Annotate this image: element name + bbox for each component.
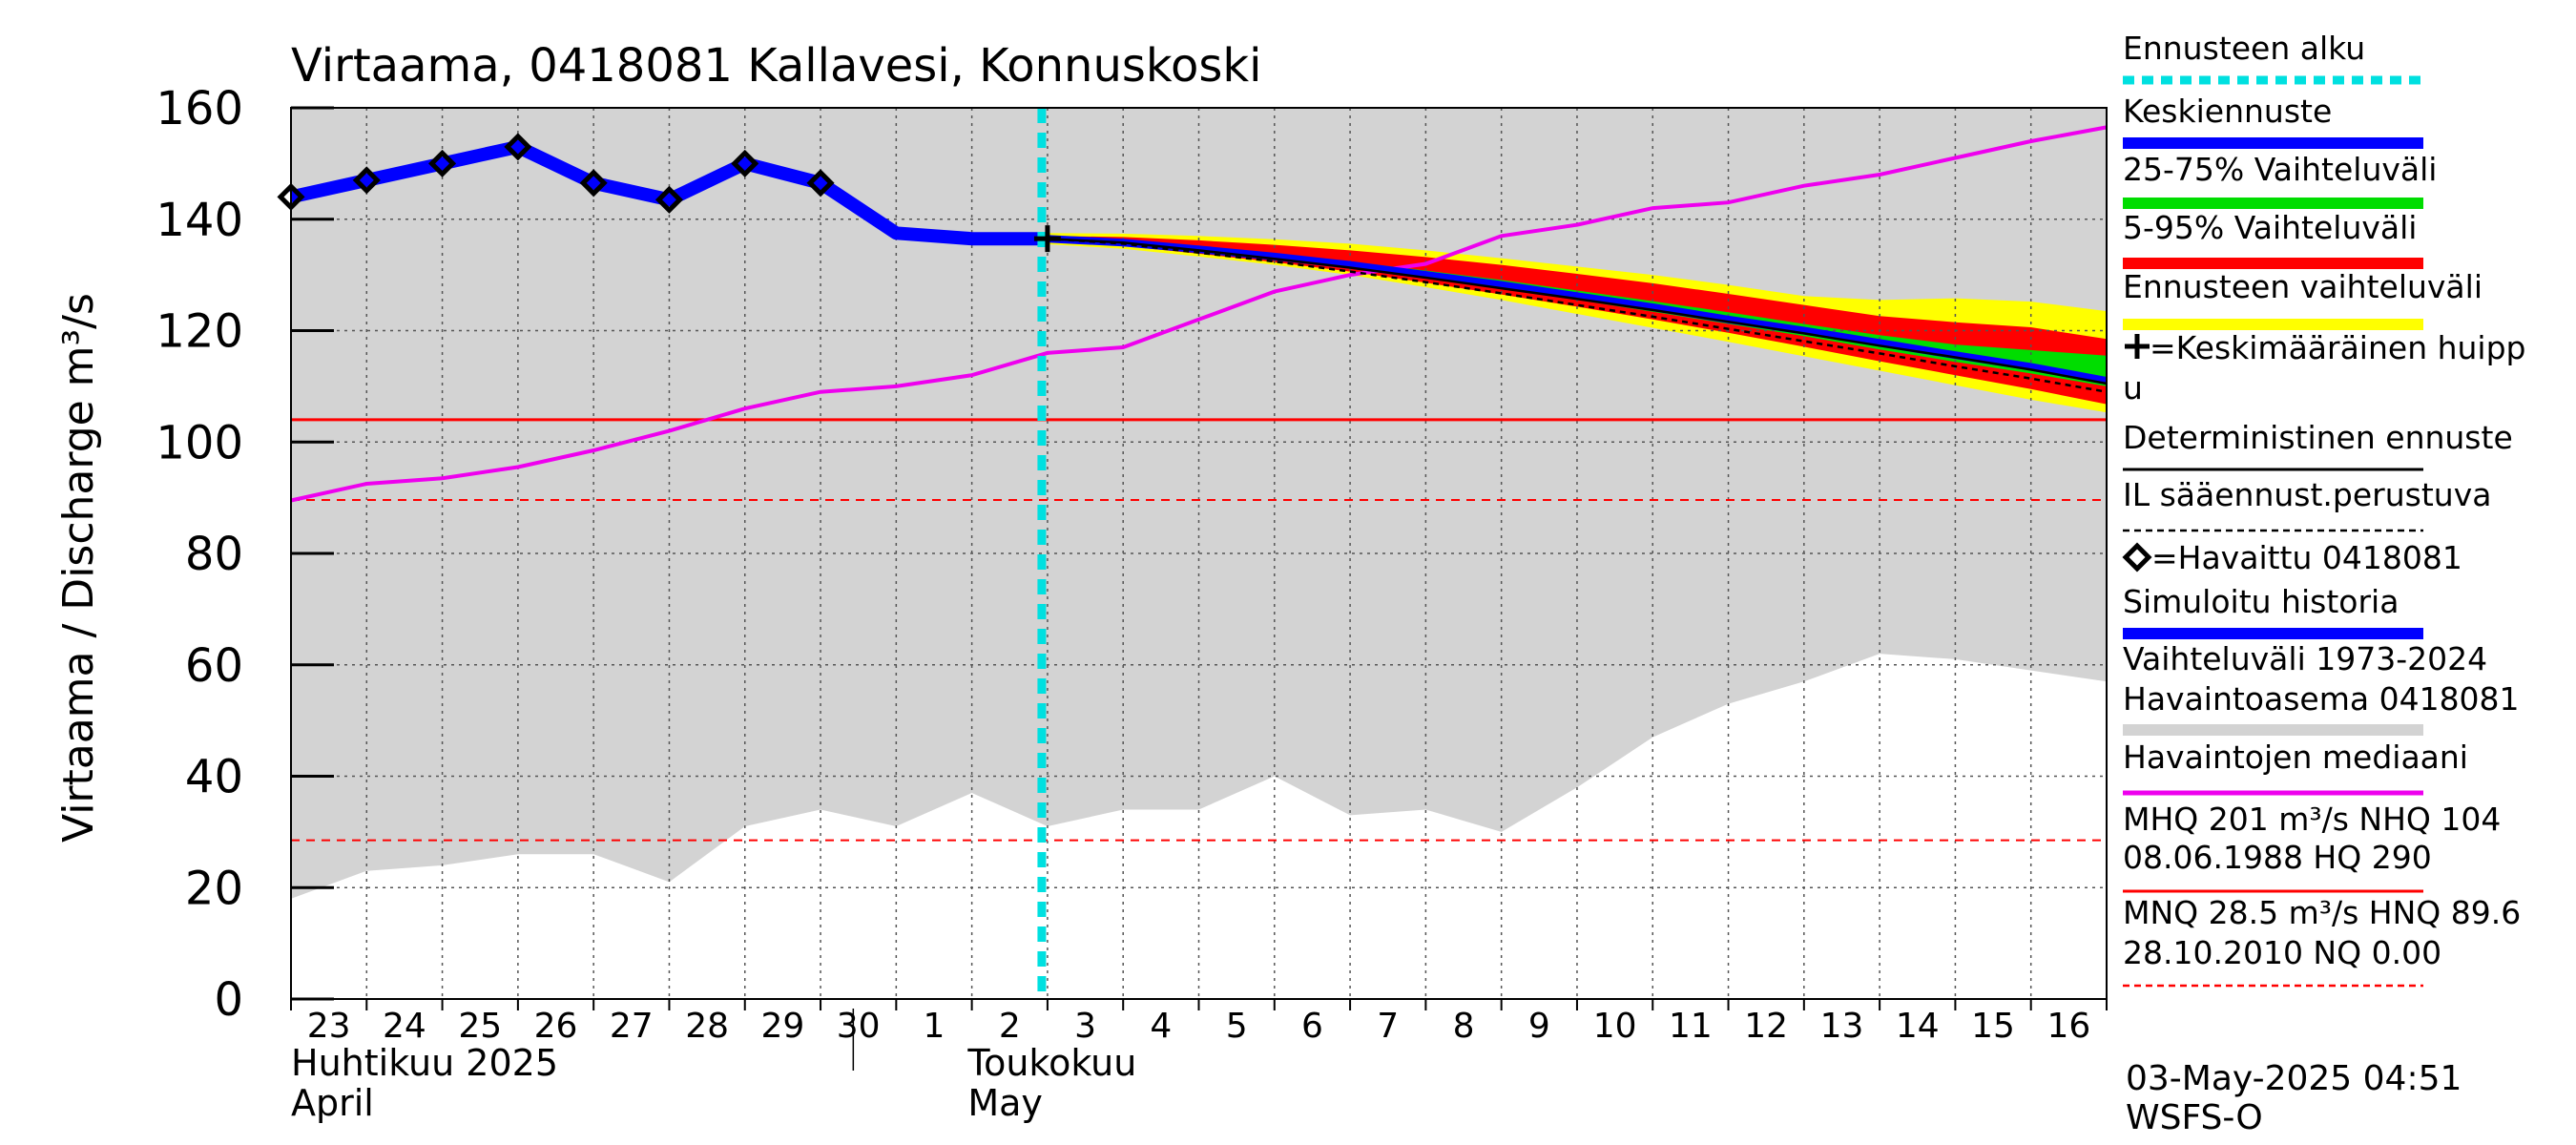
legend-label: Ennusteen alku (2123, 30, 2365, 67)
legend-label: Havaintojen mediaani (2123, 739, 2468, 776)
x-tick-label: 30 (837, 1007, 881, 1046)
observation-markers (277, 133, 1061, 253)
legend-label: Vaihteluväli 1973-2024 (2123, 640, 2487, 677)
legend-label: MHQ 201 m³/s NHQ 104 (2123, 801, 2501, 838)
x-tick-label: 28 (685, 1007, 729, 1046)
legend-label: MNQ 28.5 m³/s HNQ 89.6 (2123, 894, 2521, 931)
month-label: Toukokuu (966, 1042, 1136, 1084)
x-tick-label: 15 (1971, 1007, 2015, 1046)
y-tick-label: 20 (185, 862, 243, 915)
x-tick-label: 12 (1744, 1007, 1788, 1046)
legend-label-line2: Havaintoasema 0418081 (2123, 680, 2520, 718)
x-tick-label: 4 (1150, 1007, 1172, 1046)
observed-marker (654, 185, 683, 214)
observed-marker (731, 149, 759, 177)
x-tick-label: 8 (1453, 1007, 1475, 1046)
legend-label: =Keskimääräinen huipp (2150, 329, 2526, 366)
y-tick-label: 140 (156, 194, 243, 247)
x-tick-label: 25 (458, 1007, 502, 1046)
legend-label: Ennusteen vaihteluväli (2123, 268, 2483, 305)
x-tick-label: 11 (1669, 1007, 1713, 1046)
x-tick-label: 1 (924, 1007, 945, 1046)
x-tick-label: 26 (534, 1007, 578, 1046)
legend-label-line2: 28.10.2010 NQ 0.00 (2123, 934, 2441, 971)
y-tick-label: 100 (156, 416, 243, 469)
legend-plus-symbol (2125, 334, 2150, 359)
observed-marker (504, 133, 532, 161)
x-tick-label: 6 (1301, 1007, 1323, 1046)
x-tick-label: 29 (760, 1007, 804, 1046)
x-tick-label: 3 (1074, 1007, 1096, 1046)
x-tick-label: 2 (999, 1007, 1021, 1046)
legend-label: Keskiennuste (2123, 93, 2332, 130)
x-tick-label: 9 (1528, 1007, 1550, 1046)
month-label: Huhtikuu 2025 (291, 1042, 558, 1084)
grid-lines (290, 107, 2108, 1000)
legend-label: 5-95% Vaihteluväli (2123, 209, 2417, 246)
timestamp-footer: 03-May-2025 04:51 WSFS-O (2126, 1059, 2462, 1137)
y-axis-label: Virtaama / Discharge m³/s (54, 293, 103, 843)
observed-marker (352, 166, 381, 195)
x-tick-label: 13 (1820, 1007, 1864, 1046)
x-tick-label: 16 (2046, 1007, 2090, 1046)
x-tick-label: 27 (610, 1007, 654, 1046)
legend-label: IL sääennust.perustuva (2123, 476, 2491, 513)
legend: Ennusteen alku Keskiennuste 25-75% Vaihtel… (2122, 30, 2526, 988)
deterministic-line (1047, 237, 2108, 385)
chart-title: Virtaama, 0418081 Kallavesi, Konnuskoski (291, 39, 1261, 93)
observed-marker (428, 149, 457, 177)
median-line (290, 125, 2108, 503)
simulated-history-line (289, 139, 1048, 246)
y-tick-label: 80 (185, 528, 243, 581)
x-tick-label: 24 (383, 1007, 426, 1046)
observed-marker (806, 169, 835, 198)
legend-label: Deterministinen ennuste (2123, 419, 2513, 456)
x-tick-label: 23 (307, 1007, 351, 1046)
legend-label-line2: u (2123, 369, 2143, 406)
x-tick-label: 10 (1593, 1007, 1637, 1046)
y-tick-label: 160 (156, 82, 243, 135)
month-label-en: May (967, 1082, 1043, 1124)
x-tick-label: 14 (1896, 1007, 1940, 1046)
mean-peak-marker (1033, 225, 1061, 253)
observed-marker (579, 169, 608, 198)
legend-label: =Havaittu 0418081 (2151, 539, 2462, 576)
month-label-en: April (291, 1082, 374, 1124)
y-tick-label: 0 (214, 973, 243, 1027)
y-tick-label: 60 (185, 639, 243, 693)
legend-diamond-symbol (2122, 542, 2152, 572)
x-tick-label: 7 (1377, 1007, 1399, 1046)
series-lines (289, 108, 2108, 999)
legend-label: 25-75% Vaihteluväli (2123, 151, 2437, 188)
x-tick-label: 5 (1226, 1007, 1248, 1046)
y-tick-label: 40 (185, 751, 243, 804)
y-tick-label: 120 (156, 305, 243, 359)
legend-label-line2: 08.06.1988 HQ 290 (2123, 839, 2432, 876)
forecast-mean-line (1047, 235, 2108, 385)
p5-95-band (1047, 236, 2107, 405)
legend-label: Simuloitu historia (2123, 583, 2399, 620)
